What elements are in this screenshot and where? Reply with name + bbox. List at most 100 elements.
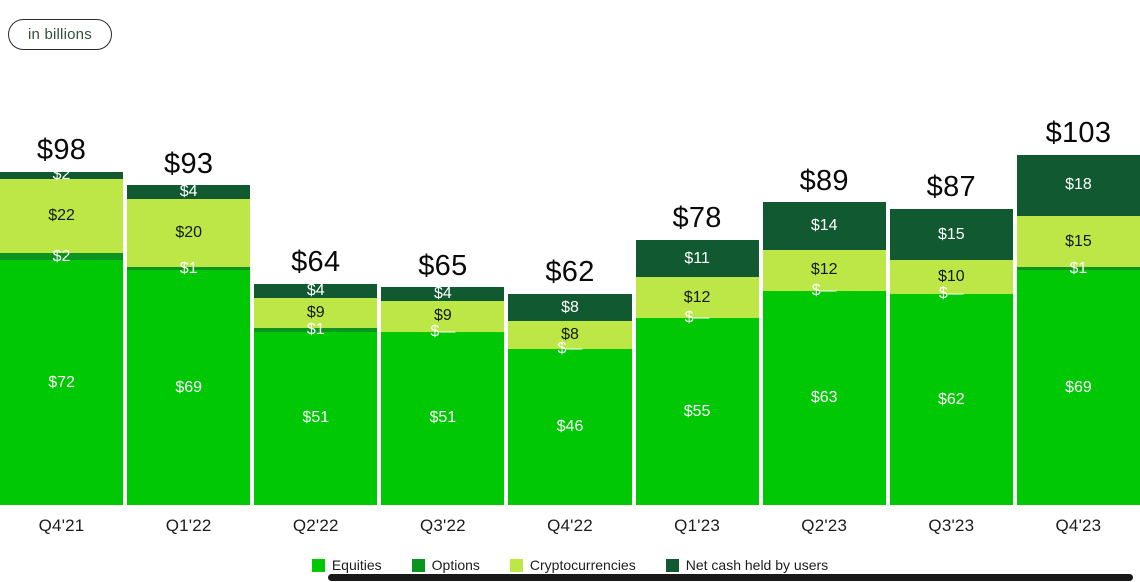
segment-net-cash-held-by-users-q1-22: $4 [127,183,251,201]
legend-swatch-icon [509,558,523,572]
segment-equities-q4-21: $72 [0,260,124,505]
axis-label-q3-22: Q3'22 [419,516,466,535]
segment-label-cryptocurrencies-q4-23: $15 [1065,232,1092,250]
bar-q2-23: $89 $14 $12 $— $63 [762,164,886,505]
segment-label-net-cash-held-by-users-q1-22: $4 [179,183,198,201]
segment-label-equities-q3-23: $62 [937,390,965,408]
bottom-divider-bar [328,574,1133,581]
total-label-q3-23: $87 [926,171,976,204]
segment-cryptocurrencies-q1-23: $12 [635,277,759,318]
segment-equities-q2-22: $51 [254,331,378,505]
segment-label-equities-q2-23: $63 [810,388,838,406]
segment-equities-q3-23: $62 [889,294,1013,505]
segment-label-net-cash-held-by-users-q2-22: $4 [306,281,325,299]
axis-label-q3-23: Q3'23 [928,516,975,535]
legend-swatch-icon [665,558,679,572]
legend-item-net-cash-held-by-users: Net cash held by users [665,557,829,573]
segment-label-net-cash-held-by-users-q4-23: $18 [1065,176,1092,194]
legend-swatch-icon [311,558,325,572]
total-label-q1-23: $78 [672,201,722,234]
segment-label-net-cash-held-by-users-q3-23: $15 [937,225,965,243]
segment-net-cash-held-by-users-q3-23: $15 [889,209,1013,261]
axis-label-q2-22: Q2'22 [292,516,339,535]
in-billions-badge: in billions [8,19,112,50]
segment-cryptocurrencies-q2-23: $12 [762,250,886,291]
segment-net-cash-held-by-users-q4-23: $18 [1016,154,1140,217]
axis-label-q4-21: Q4'21 [38,516,85,535]
segment-label-equities-q4-23: $69 [1065,378,1092,396]
segment-cryptocurrencies-q4-22: $8 [508,321,632,349]
axis-label-q1-22: Q1'22 [165,516,212,535]
segment-label-cryptocurrencies-q3-22: $9 [433,307,452,325]
legend-item-cryptocurrencies: Cryptocurrencies [509,557,636,573]
legend-label: Equities [331,557,382,573]
segment-equities-q1-23: $55 [635,318,759,505]
segment-net-cash-held-by-users-q4-21: $2 [0,167,124,183]
bar-q3-23: $87 $15 $10 $— $62 [889,171,1013,505]
axis-label-q2-23: Q2'23 [801,516,848,535]
bar-q4-21: $98 $2 $22 $2 $72 [0,133,124,505]
total-label-q2-23: $89 [799,164,849,197]
segment-label-cryptocurrencies-q1-23: $12 [683,288,711,306]
segment-label-cryptocurrencies-q2-22: $9 [306,303,325,321]
segment-cryptocurrencies-q3-23: $10 [889,260,1013,295]
segment-equities-q3-22: $51 [381,331,505,505]
bar-q1-23: $78 $11 $12 $— $55 [635,201,759,505]
segment-label-net-cash-held-by-users-q1-23: $11 [684,249,710,267]
segment-label-cryptocurrencies-q3-23: $10 [937,268,965,286]
segment-equities-q4-22: $46 [508,348,632,505]
segment-label-net-cash-held-by-users-q4-22: $8 [561,298,579,316]
total-label-q1-22: $93 [164,147,214,180]
chart-legend: Equities Options Cryptocurrencies Net cash … [0,557,1140,573]
segment-label-equities-q3-22: $51 [429,409,457,427]
segment-cryptocurrencies-q3-22: $9 [381,301,505,332]
segment-label-net-cash-held-by-users-q3-22: $4 [433,285,452,303]
segment-label-equities-q4-21: $72 [48,373,75,391]
segment-label-equities-q4-22: $46 [556,417,584,435]
stacked-bar-chart: $98 $2 $22 $2 $72 $93 $4 $20 $1 $69 $64 $4 $9 $1 $51 $6… [0,116,1140,505]
segment-net-cash-held-by-users-q4-22: $8 [508,294,632,322]
segment-label-equities-q1-22: $69 [175,378,203,396]
axis-label-q4-23: Q4'23 [1055,516,1102,535]
total-label-q4-21: $98 [36,133,87,166]
in-billions-label: in billions [28,26,92,43]
segment-equities-q1-22: $69 [127,270,251,505]
segment-equities-q2-23: $63 [762,290,886,505]
x-axis-labels: Q4'21 Q1'22 Q2'22 Q3'22 Q4'22 Q1'23 Q2'23 Q3'23… [0,516,1140,536]
legend-swatch-icon [411,558,425,572]
bar-q2-22: $64 $4 $9 $1 $51 [254,246,378,505]
axis-label-q1-23: Q1'23 [674,516,721,535]
legend-label: Cryptocurrencies [529,557,636,573]
legend-label: Options [431,557,480,573]
bar-q3-22: $65 $4 $9 $— $51 [381,249,505,505]
segment-label-cryptocurrencies-q1-22: $20 [175,224,203,242]
segment-cryptocurrencies-q4-23: $15 [1016,216,1140,268]
bar-q4-22: $62 $8 $8 $— $46 [508,256,632,505]
segment-cryptocurrencies-q1-22: $20 [127,199,251,268]
segment-net-cash-held-by-users-q2-22: $4 [254,281,378,299]
segment-label-cryptocurrencies-q4-22: $8 [561,326,579,344]
segment-label-equities-q2-22: $51 [302,409,330,427]
segment-equities-q4-23: $69 [1016,270,1140,505]
total-label-q4-22: $62 [545,256,595,289]
segment-options-q4-21: $2 [0,248,124,264]
total-label-q4-23: $103 [1045,116,1112,149]
total-label-q2-22: $64 [291,246,341,279]
segment-net-cash-held-by-users-q3-22: $4 [381,285,505,303]
segment-label-net-cash-held-by-users-q2-23: $14 [810,217,838,235]
legend-item-equities: Equities [311,557,382,573]
segment-cryptocurrencies-q2-22: $9 [254,297,378,329]
segment-net-cash-held-by-users-q1-23: $11 [635,239,759,278]
segment-net-cash-held-by-users-q2-23: $14 [762,202,886,251]
legend-label: Net cash held by users [685,557,829,573]
axis-label-q4-22: Q4'22 [547,516,593,535]
segment-label-cryptocurrencies-q4-21: $22 [48,207,75,224]
segment-label-cryptocurrencies-q2-23: $12 [810,261,838,279]
bar-q1-22: $93 $4 $20 $1 $69 [127,147,251,505]
segment-label-equities-q1-23: $55 [683,402,711,420]
segment-cryptocurrencies-q4-21: $22 [0,178,124,254]
legend-item-options: Options [411,557,480,573]
bar-q4-23: $103 $18 $15 $1 $69 [1016,116,1140,505]
total-label-q3-22: $65 [418,249,468,282]
